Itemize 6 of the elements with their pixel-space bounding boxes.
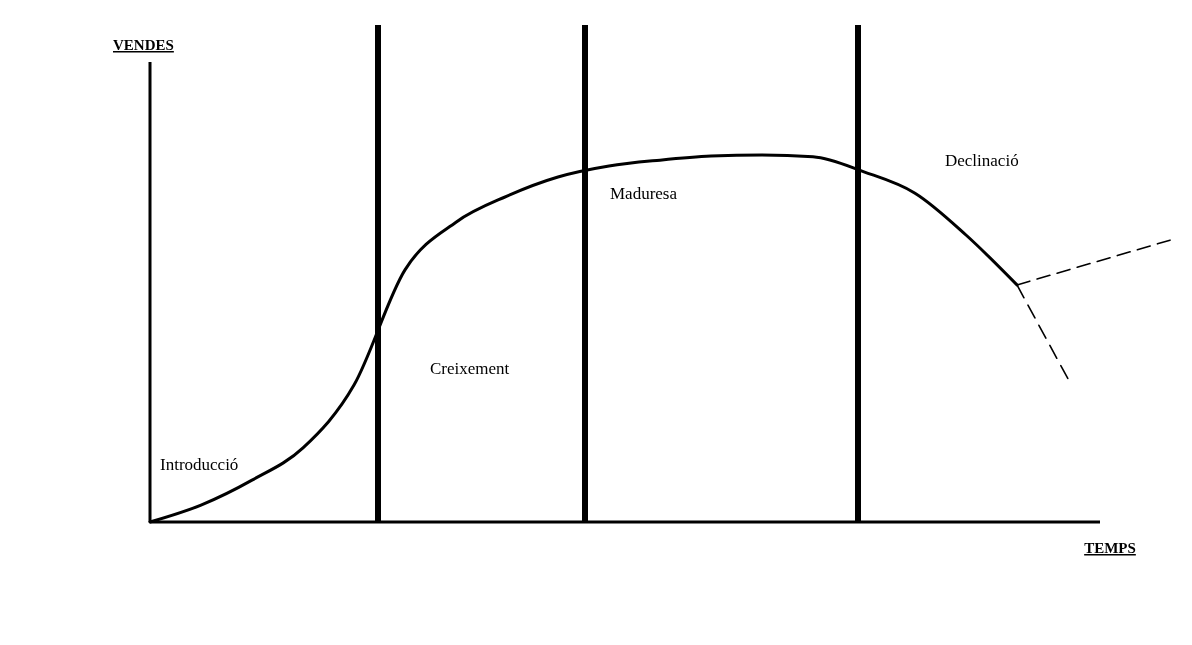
- annotation: Declinació: [945, 151, 1019, 170]
- annotation: Creixement: [430, 359, 510, 378]
- x-axis-title: TEMPS: [1084, 540, 1136, 556]
- text: VENDES: [113, 37, 174, 53]
- annotation: Introducció: [160, 455, 239, 474]
- annotation: Maduresa: [610, 184, 678, 203]
